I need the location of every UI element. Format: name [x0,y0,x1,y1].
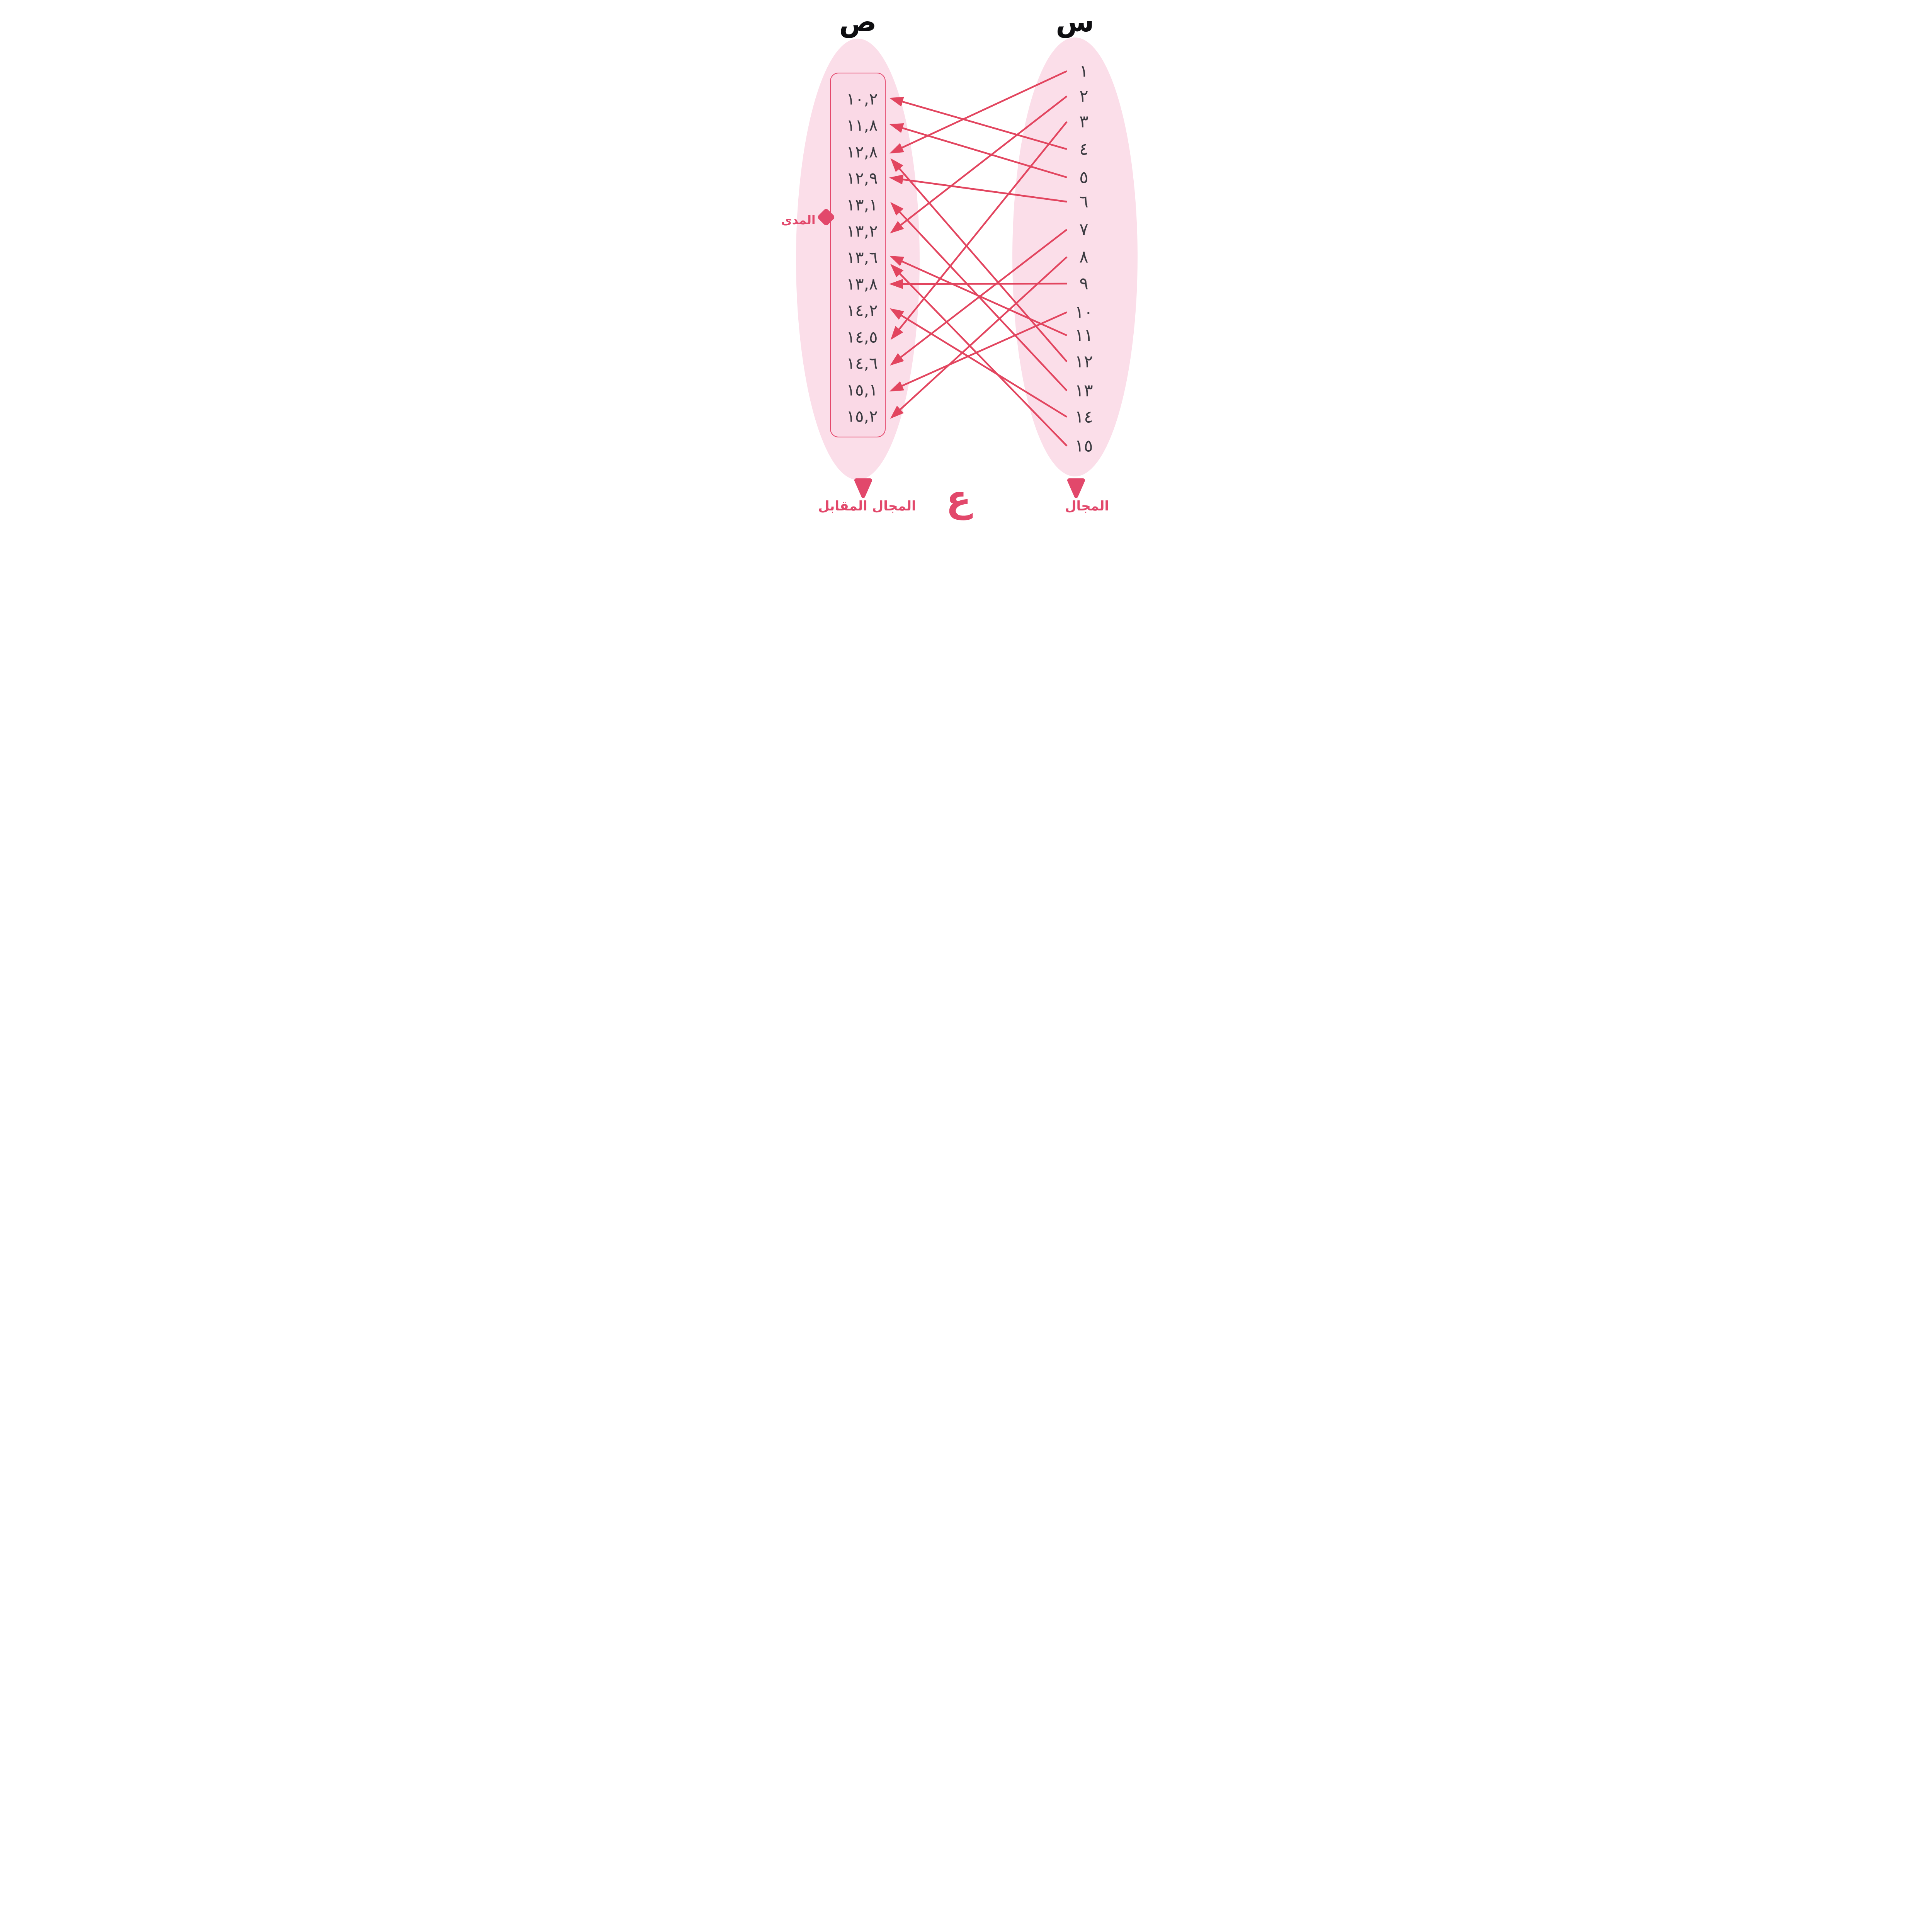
domain-value: ٧ [1079,219,1088,240]
domain-value: ٤ [1079,139,1088,159]
codomain-value: ١٣,٨ [846,274,878,294]
domain-value: ٩ [1079,274,1088,294]
domain-value: ١٥ [1075,436,1093,456]
domain-value: ١٤ [1075,407,1093,427]
mapping-arrow [889,97,1067,150]
domain-value: ٨ [1079,247,1088,267]
codomain-caption: المجال المقابل [818,498,916,514]
mapping-arrow [890,264,1068,447]
codomain-value: ١٣,٢ [846,221,878,241]
mapping-diagram: ص س ١٠,٢ ١١,٨ ١٢,٨ ١٢,٩ ١٣,١ ١٣,٢ ١٣,٦ ١٣,٨ ١٤,٢… [762,0,1170,531]
domain-pointer-icon [1067,478,1085,498]
codomain-value: ١٠,٢ [846,89,878,109]
mapping-arrows-layer [854,70,1085,498]
mapping-arrow [890,202,1068,391]
codomain-value: ١١,٨ [846,116,878,135]
mapping-arrow [889,308,1068,418]
relation-symbol: ع [946,477,971,520]
mapping-arrow [889,174,1067,203]
domain-set-title: س [1056,5,1094,38]
domain-value: ١٢ [1075,352,1093,372]
codomain-value: ١٢,٨ [846,142,878,162]
mapping-arrow [889,123,1067,179]
codomain-value: ١٣,١ [846,195,878,214]
domain-value: ١ [1079,61,1088,81]
domain-value: ١٣ [1075,381,1093,401]
mapping-arrow [889,255,1067,337]
codomain-set-title: ص [839,5,877,38]
domain-value: ١١ [1075,325,1093,345]
domain-value: ٢ [1079,86,1088,106]
domain-value: ٦ [1079,192,1088,212]
mapping-arrow [890,95,1068,234]
domain-value: ١٠ [1075,302,1093,322]
mapping-arrow [889,70,1067,154]
codomain-value: ١٢,٩ [846,168,878,188]
domain-caption: المجال [1065,498,1109,514]
domain-ellipse [1012,37,1138,476]
range-box [830,73,886,437]
codomain-value: ١٤,٦ [846,354,878,373]
codomain-pointer-icon [854,478,872,498]
codomain-value: ١٥,٢ [846,406,878,426]
mapping-arrow [889,311,1067,392]
range-label: المدى [781,213,816,227]
mapping-arrow [890,158,1068,362]
codomain-value: ١٣,٦ [846,248,878,267]
codomain-value: ١٤,٥ [846,327,878,347]
domain-value: ٥ [1079,167,1088,187]
mapping-arrow [890,256,1068,419]
codomain-value: ١٥,١ [846,380,878,400]
codomain-value: ١٤,٢ [846,301,878,320]
domain-value: ٣ [1079,112,1088,132]
mapping-arrow [890,121,1068,340]
